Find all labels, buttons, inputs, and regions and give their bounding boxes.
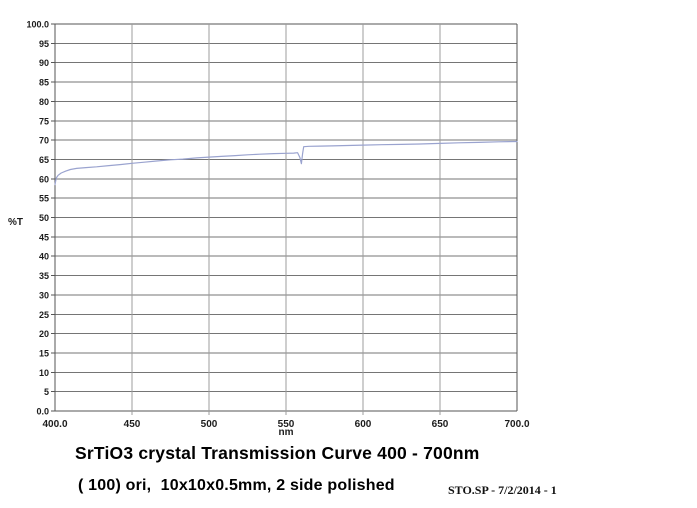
x-tick-label: 550 [278, 419, 295, 430]
x-tick-label: 400.0 [42, 419, 67, 430]
y-tick-label: 100.0 [26, 20, 49, 30]
y-tick-label: 50 [39, 213, 49, 223]
y-tick-label: 10 [39, 368, 49, 378]
chart-subtitle: ( 100) ori, 10x10x0.5mm, 2 side polished [78, 477, 395, 494]
y-tick-label: 25 [39, 310, 49, 320]
y-tick-label: 90 [39, 58, 49, 68]
y-tick-label: 60 [39, 174, 49, 184]
y-tick-label: 40 [39, 252, 49, 262]
y-tick-label: 55 [39, 194, 49, 204]
y-tick-label: 65 [39, 155, 49, 165]
y-tick-label: 70 [39, 136, 49, 146]
y-tick-label: 35 [39, 271, 49, 281]
y-axis-label: %T [8, 217, 23, 228]
x-tick-label: 450 [124, 419, 141, 430]
y-tick-label: 0.0 [36, 407, 49, 417]
x-axis-label: nm [278, 427, 294, 438]
x-tick-label: 600 [355, 419, 372, 430]
y-tick-label: 75 [39, 116, 49, 126]
sample-reference-note: STO.SP - 7/2/2014 - 1 [448, 483, 557, 497]
y-tick-label: 15 [39, 348, 49, 358]
y-tick-label: 80 [39, 97, 49, 107]
y-tick-label: 5 [44, 387, 49, 397]
x-tick-label: 500 [201, 419, 218, 430]
x-tick-label: 700.0 [504, 419, 529, 430]
y-tick-label: 20 [39, 329, 49, 339]
y-tick-label: 85 [39, 78, 49, 88]
y-tick-label: 45 [39, 232, 49, 242]
y-tick-label: 95 [39, 39, 49, 49]
transmission-curve [54, 140, 518, 186]
chart-title: SrTiO3 crystal Transmission Curve 400 - … [75, 443, 480, 463]
x-tick-label: 650 [432, 419, 449, 430]
y-tick-label: 30 [39, 290, 49, 300]
